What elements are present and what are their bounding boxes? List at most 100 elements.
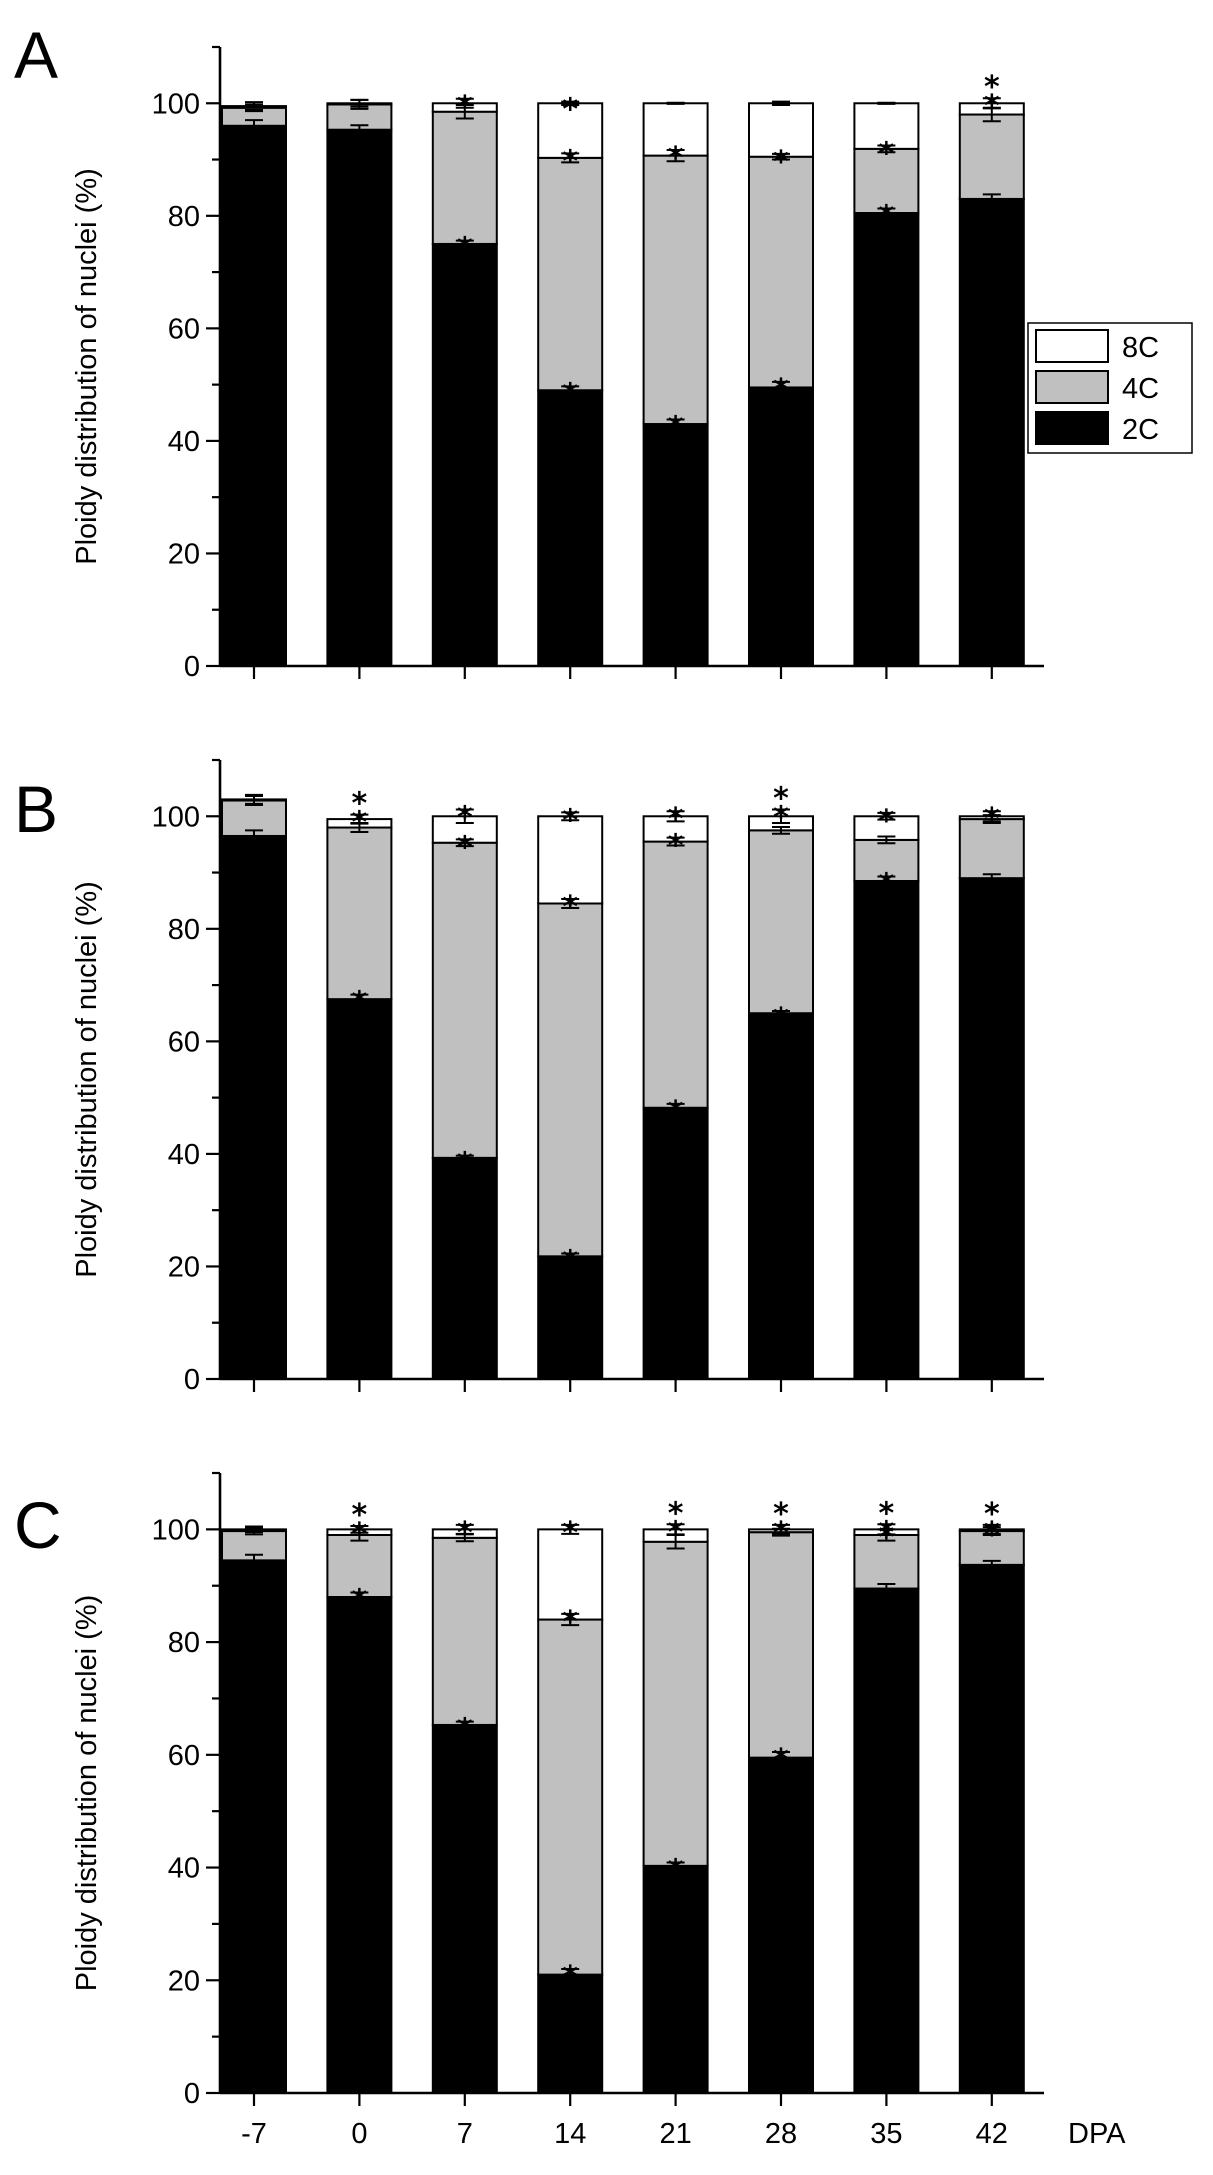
bar-2c--7	[221, 124, 287, 668]
error-bar-8c-28	[772, 100, 790, 106]
significance-star: *	[773, 1743, 789, 1778]
bar-4c-42	[958, 113, 1025, 200]
significance-star: *	[773, 1497, 789, 1532]
error-bar-2c-35	[877, 1583, 896, 1595]
significance-star: *	[668, 1496, 684, 1531]
bar-2c-28	[748, 386, 814, 667]
error-bar-8c-14	[561, 1523, 580, 1535]
significance-star: *	[457, 232, 473, 267]
y-tick-label: 20	[168, 538, 200, 570]
significance-star: *	[562, 1605, 578, 1640]
legend-swatch-2c	[1035, 411, 1109, 445]
error-bar-4c-21	[666, 836, 685, 847]
x-tick-label: 35	[870, 2118, 902, 2150]
error-bar-8c-21	[666, 1523, 685, 1536]
bar-2c-35	[853, 212, 920, 667]
y-tick-label: 100	[152, 1514, 200, 1546]
error-bar-4c-28	[772, 825, 790, 835]
x-tick-label: 0	[351, 2118, 367, 2150]
bar-8c-14	[537, 1528, 604, 1621]
panel-label: A	[14, 18, 58, 92]
error-bar-2c-14	[561, 1968, 580, 1982]
bar-2c-7	[431, 1723, 498, 2094]
y-tick-label: 80	[168, 1627, 200, 1659]
y-tick-label: 40	[168, 1853, 200, 1885]
bar-4c-28	[748, 155, 814, 389]
x-axis-label: DPA	[1068, 2118, 1126, 2150]
legend-swatch-4c	[1035, 370, 1109, 404]
error-bar-2c-7	[455, 239, 474, 249]
significance-star: *	[984, 1516, 1000, 1551]
bar-2c-14	[537, 1255, 604, 1380]
bar-4c-7	[431, 110, 498, 245]
error-bar-8c-35	[877, 101, 896, 105]
bar-4c-35	[853, 147, 920, 215]
significance-star: *	[668, 829, 684, 864]
error-bar-2c-0	[350, 1591, 369, 1603]
error-bar-2c-21	[666, 1102, 685, 1113]
error-bar-8c-14	[561, 100, 580, 106]
bar-8c-35	[853, 102, 920, 150]
bar-2c-21	[642, 423, 709, 668]
y-tick-label: 100	[152, 88, 200, 120]
significance-star: *	[668, 1853, 684, 1888]
error-bar-2c-35	[877, 207, 896, 219]
x-tick-label: -7	[241, 2118, 267, 2150]
error-bar-8c-0	[350, 813, 369, 825]
significance-star: *	[562, 890, 578, 925]
y-tick-label: 60	[168, 1740, 200, 1772]
bar-2c-7	[431, 242, 498, 667]
x-tick-label: 42	[976, 2118, 1008, 2150]
panel-label: B	[14, 772, 58, 846]
bar-4c-14	[537, 1618, 604, 1976]
bar-8c-14	[537, 102, 604, 159]
error-bar-2c-28	[772, 380, 790, 395]
error-bar-2c-14	[561, 1252, 580, 1261]
x-tick-label: 7	[457, 2118, 473, 2150]
significance-star: *	[457, 1147, 473, 1182]
error-bar-8c-42	[982, 97, 1001, 110]
bar-2c--7	[221, 1559, 287, 2094]
significance-star: *	[879, 1520, 895, 1555]
error-bar-2c-7	[455, 1154, 474, 1162]
error-bar-4c-14	[561, 1612, 580, 1627]
error-bar-8c-0	[350, 1524, 369, 1534]
bar-2c--7	[221, 834, 287, 1380]
significance-star: *	[773, 782, 789, 817]
error-bar-2c-42	[982, 873, 1001, 884]
bar-2c-42	[958, 197, 1025, 667]
bar-2c-21	[642, 1864, 709, 2094]
bar-2c-0	[326, 998, 393, 1381]
bar-2c-35	[853, 1587, 920, 2094]
error-bar-2c--7	[245, 119, 263, 133]
y-tick-label: 0	[184, 1364, 200, 1396]
bar-4c-21	[642, 840, 709, 1109]
error-bar-4c-35	[877, 835, 896, 845]
bar-2c-28	[748, 1756, 814, 2094]
error-bar-8c-35	[877, 1523, 896, 1536]
error-bar-8c--7	[245, 101, 263, 112]
error-bar-8c-7	[455, 97, 474, 109]
error-bar-2c--7	[245, 829, 263, 843]
significance-star: *	[352, 1583, 368, 1618]
significance-star: *	[668, 411, 684, 446]
significance-star: *	[773, 373, 789, 408]
error-bar-4c-14	[561, 897, 580, 909]
error-bar-8c-28	[772, 808, 790, 825]
legend-label-4c: 4C	[1122, 373, 1159, 405]
bar-2c-42	[958, 877, 1025, 1380]
panel-label: C	[14, 1488, 62, 1562]
y-tick-label: 40	[168, 426, 200, 458]
error-bar-4c-7	[455, 838, 474, 848]
y-tick-label: 60	[168, 1026, 200, 1058]
significance-star: *	[352, 787, 368, 822]
significance-star: *	[457, 1713, 473, 1748]
bar-2c-7	[431, 1156, 498, 1380]
error-bar-4c-21	[666, 148, 685, 163]
error-bar-8c-28	[772, 1523, 790, 1535]
bar-4c-42	[958, 818, 1025, 880]
significance-star: *	[562, 1960, 578, 1995]
bar-4c-7	[431, 1536, 498, 1726]
significance-star: *	[457, 1516, 473, 1551]
